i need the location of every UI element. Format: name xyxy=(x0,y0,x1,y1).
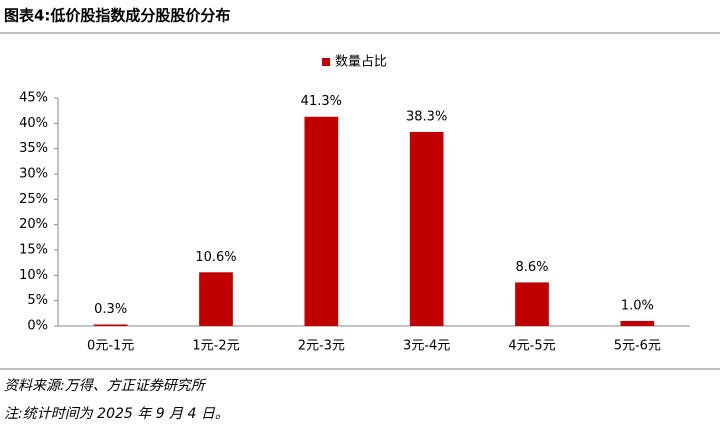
bar xyxy=(304,116,339,326)
bar xyxy=(93,324,128,326)
value-label: 1.0% xyxy=(621,298,654,313)
y-tick-label: 25% xyxy=(19,192,48,207)
bar xyxy=(620,320,655,326)
x-tick-label: 2元-3元 xyxy=(298,339,345,354)
value-label: 0.3% xyxy=(94,302,127,317)
x-tick-label: 4元-5元 xyxy=(508,339,555,354)
legend-swatch xyxy=(322,58,330,66)
y-tick-label: 45% xyxy=(19,91,48,106)
value-label: 38.3% xyxy=(406,109,447,124)
chart-title: 图表4:低价股指数成分股股价分布 xyxy=(4,7,230,25)
y-tick-label: 0% xyxy=(27,319,48,334)
bar xyxy=(199,272,233,326)
y-tick-label: 10% xyxy=(19,268,48,283)
y-tick-label: 5% xyxy=(27,293,48,308)
source-note: 资料来源:万得、方正证券研究所 xyxy=(4,378,207,394)
x-tick-label: 0元-1元 xyxy=(87,339,134,354)
bar xyxy=(515,282,549,326)
y-tick-label: 20% xyxy=(19,217,48,232)
value-label: 10.6% xyxy=(195,250,236,265)
legend-label: 数量占比 xyxy=(335,55,387,70)
x-tick-label: 1元-2元 xyxy=(192,339,239,354)
y-tick-label: 35% xyxy=(19,141,48,156)
footnote: 注:统计时间为 2025 年 9 月 4 日。 xyxy=(4,406,229,422)
value-label: 41.3% xyxy=(301,94,342,109)
y-tick-label: 40% xyxy=(19,116,48,131)
x-tick-label: 5元-6元 xyxy=(614,339,661,354)
y-tick-label: 30% xyxy=(19,167,48,182)
x-tick-label: 3元-4元 xyxy=(403,339,450,354)
value-label: 8.6% xyxy=(515,260,548,275)
bar xyxy=(409,131,444,326)
y-tick-label: 15% xyxy=(19,243,48,258)
